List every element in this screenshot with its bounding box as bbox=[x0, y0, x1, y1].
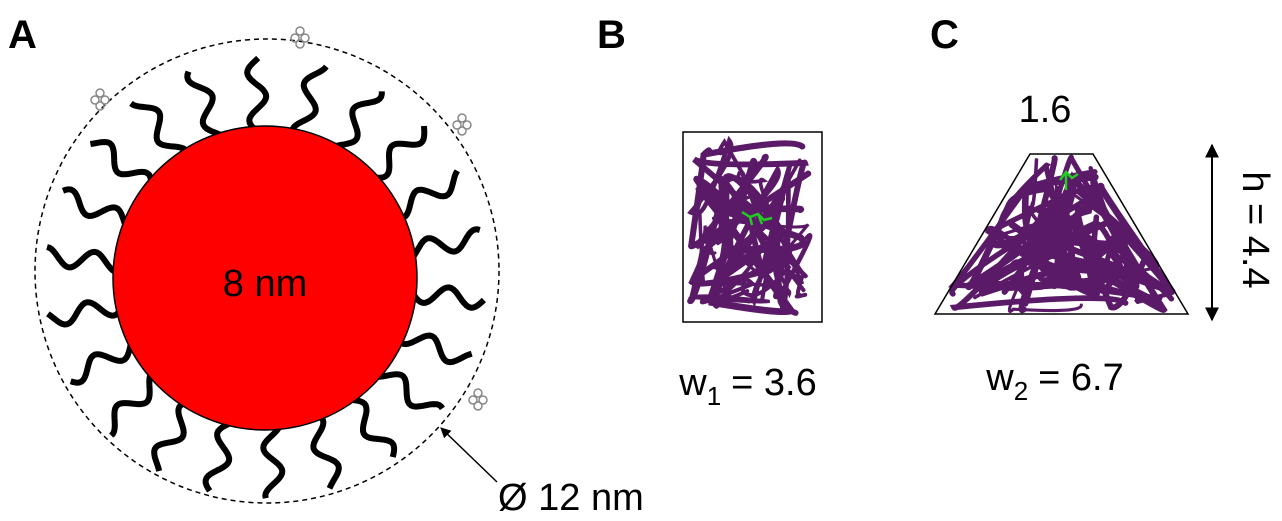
ligand bbox=[412, 287, 484, 307]
ligand bbox=[47, 247, 117, 272]
ligand bbox=[292, 67, 326, 133]
ligand bbox=[349, 400, 394, 457]
ligand bbox=[247, 58, 266, 130]
dye-ring bbox=[96, 102, 104, 110]
panel-label: A bbox=[8, 13, 37, 57]
subscript: 1 bbox=[707, 381, 721, 411]
subscript: 2 bbox=[1014, 376, 1028, 406]
panel-b: B w1 = 3.6 bbox=[597, 13, 822, 411]
top-width: 1.6 bbox=[1019, 89, 1072, 131]
ligand bbox=[131, 103, 187, 152]
ligand bbox=[401, 171, 458, 218]
ligand bbox=[187, 72, 223, 136]
page: {"panels": [ {"label": "A", "core": "8 n… bbox=[0, 0, 1282, 516]
ligand bbox=[154, 403, 185, 471]
ligand bbox=[111, 373, 151, 435]
panel-c: C 1.6 h = 4.4 w2 = 6.7 bbox=[930, 13, 1276, 406]
ligand bbox=[412, 229, 480, 258]
ligand bbox=[48, 302, 121, 324]
figure: 8 nm Ø 12 nm A B w1= 3.6 C 1.6 h = 4.4 w… bbox=[0, 0, 1282, 516]
ligand bbox=[71, 342, 132, 383]
panel-a: 8 nm Ø 12 nm A bbox=[8, 13, 644, 516]
dye-ring bbox=[474, 402, 482, 410]
symbol: w bbox=[985, 357, 1014, 399]
dye-ring bbox=[474, 389, 482, 397]
ligand bbox=[374, 126, 425, 178]
value: = 3.6 bbox=[731, 362, 817, 404]
dye-ring bbox=[96, 89, 104, 97]
ligand bbox=[90, 142, 151, 183]
ligand bbox=[399, 336, 471, 363]
value: = 6.7 bbox=[1038, 357, 1124, 399]
dye bbox=[91, 89, 109, 110]
ligand bbox=[263, 426, 282, 499]
dye bbox=[453, 114, 471, 135]
ligand bbox=[376, 374, 443, 408]
dye-ring bbox=[458, 114, 466, 122]
protein-ribbon bbox=[952, 157, 1173, 311]
diameter-arrow bbox=[441, 428, 497, 482]
protein-ribbon bbox=[690, 141, 810, 313]
dye-ring bbox=[296, 27, 304, 35]
ligand bbox=[63, 189, 126, 227]
dye bbox=[469, 389, 487, 410]
height-label: h = 4.4 bbox=[1234, 171, 1276, 288]
symbol: w bbox=[678, 362, 707, 404]
core-size: 8 nm bbox=[223, 263, 307, 305]
diameter-label: Ø 12 nm bbox=[498, 477, 644, 516]
ligand bbox=[206, 422, 232, 491]
panel-label: C bbox=[930, 13, 959, 57]
ligand bbox=[334, 91, 382, 146]
dye bbox=[291, 27, 309, 48]
ligand bbox=[313, 416, 338, 489]
panel-label: B bbox=[597, 13, 626, 57]
width-label: w1 = 3.6 bbox=[678, 362, 817, 411]
width-label: w2 = 6.7 bbox=[985, 357, 1124, 406]
dye-ring bbox=[458, 127, 466, 135]
